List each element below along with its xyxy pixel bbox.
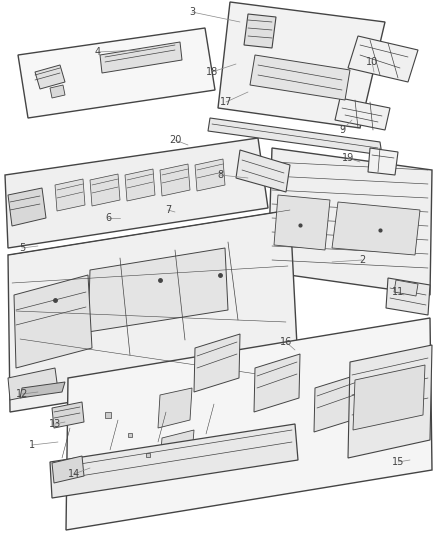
Text: 4: 4	[95, 47, 101, 57]
Text: 10: 10	[366, 57, 378, 67]
Text: 17: 17	[220, 97, 232, 107]
Polygon shape	[52, 456, 84, 483]
Polygon shape	[208, 118, 382, 155]
Text: 20: 20	[169, 135, 181, 145]
Polygon shape	[386, 278, 430, 315]
Polygon shape	[335, 98, 390, 130]
Text: 14: 14	[68, 469, 80, 479]
Polygon shape	[314, 374, 360, 432]
Text: 5: 5	[19, 243, 25, 253]
Text: 15: 15	[392, 457, 404, 467]
Polygon shape	[125, 169, 155, 201]
Text: 19: 19	[342, 153, 354, 163]
Text: 6: 6	[105, 213, 111, 223]
Polygon shape	[8, 210, 298, 412]
Polygon shape	[332, 202, 420, 255]
Text: 8: 8	[217, 170, 223, 180]
Text: 2: 2	[359, 255, 365, 265]
Polygon shape	[268, 148, 432, 295]
Polygon shape	[195, 159, 225, 191]
Text: 16: 16	[280, 337, 292, 347]
Polygon shape	[160, 430, 194, 464]
Polygon shape	[8, 368, 58, 400]
Polygon shape	[394, 280, 418, 296]
Polygon shape	[100, 42, 182, 73]
Text: 11: 11	[392, 287, 404, 297]
Text: 7: 7	[165, 205, 171, 215]
Polygon shape	[50, 424, 298, 498]
Polygon shape	[348, 36, 418, 82]
Polygon shape	[254, 354, 300, 412]
Polygon shape	[244, 14, 276, 48]
Polygon shape	[14, 275, 92, 368]
Polygon shape	[353, 365, 425, 430]
Polygon shape	[50, 85, 65, 98]
Polygon shape	[218, 2, 385, 128]
Text: 1: 1	[29, 440, 35, 450]
Polygon shape	[90, 174, 120, 206]
Polygon shape	[348, 345, 432, 458]
Polygon shape	[274, 195, 330, 250]
Polygon shape	[52, 402, 84, 428]
Polygon shape	[66, 318, 432, 530]
Polygon shape	[20, 382, 65, 398]
Polygon shape	[236, 150, 290, 192]
Text: 3: 3	[189, 7, 195, 17]
Text: 18: 18	[206, 67, 218, 77]
Text: 13: 13	[49, 419, 61, 429]
Polygon shape	[158, 388, 192, 428]
Polygon shape	[35, 65, 65, 89]
Polygon shape	[8, 188, 46, 226]
Polygon shape	[55, 179, 85, 211]
Polygon shape	[18, 28, 215, 118]
Polygon shape	[5, 138, 268, 248]
Polygon shape	[194, 334, 240, 392]
Text: 9: 9	[339, 125, 345, 135]
Polygon shape	[88, 248, 228, 332]
Text: 12: 12	[16, 389, 28, 399]
Polygon shape	[160, 164, 190, 196]
Polygon shape	[250, 55, 350, 100]
Polygon shape	[368, 148, 398, 175]
